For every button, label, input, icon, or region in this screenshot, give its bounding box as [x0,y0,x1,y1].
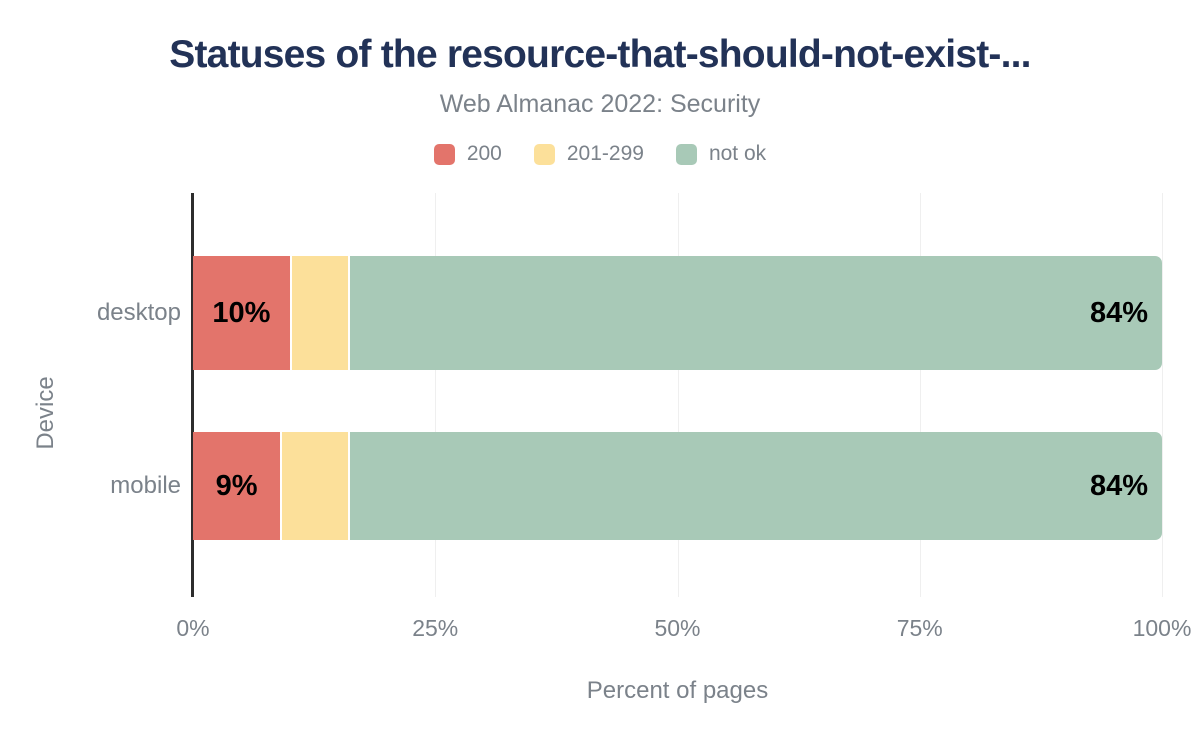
x-tick-label: 75% [896,615,943,641]
legend-item-not-ok[interactable]: not ok [675,141,767,167]
legend-swatch [675,143,697,165]
legend-item-201-299[interactable]: 201-299 [533,141,644,167]
legend-label: 201-299 [566,142,644,165]
bar-segment-mobile-201-299[interactable] [282,432,349,540]
x-tick-label: 100% [1132,615,1192,641]
gridline [677,193,679,597]
bar-value-label: 10% [212,296,271,329]
legend-item-200[interactable]: 200 [433,141,502,167]
chart-title: Statuses of the resource-that-should-not… [169,33,1031,76]
category-label-desktop: desktop [96,299,181,326]
gridline [435,193,437,597]
bar-value-label: 9% [215,469,258,502]
y-axis-line [191,193,194,597]
bar-segment-mobile-200[interactable]: 9% [193,432,281,540]
bar-segment-desktop-not-ok[interactable]: 84% [350,256,1162,370]
y-axis-title: Device [32,376,59,450]
legend-swatch [433,143,455,165]
legend-swatch [533,143,555,165]
x-tick-label: 0% [176,615,210,641]
x-tick-label: 50% [654,615,701,641]
gridline [919,193,921,597]
legend-label: 200 [466,142,502,165]
bar-segment-desktop-201-299[interactable] [291,256,349,370]
bar-segment-desktop-200[interactable]: 10% [193,256,290,370]
x-axis-ticks: 0% 25% 50% 75% 100% [176,615,1191,643]
bar-value-label: 84% [1089,296,1148,329]
bar-value-label: 84% [1089,469,1148,502]
legend: 200 201-299 not ok [0,141,1200,167]
plot-wrap: Device desktop mobile 10% 84% 9% 84% [0,193,1200,597]
gridline [1162,193,1163,597]
chart-subtitle: Web Almanac 2022: Security [439,90,761,118]
bar-segment-mobile-not-ok[interactable]: 84% [350,432,1162,540]
category-label-mobile: mobile [110,472,181,499]
x-axis-title: Percent of pages [586,677,769,704]
x-tick-label: 25% [412,615,459,641]
plot-area: 10% 84% 9% 84% [191,193,1163,597]
legend-label: not ok [708,142,767,165]
